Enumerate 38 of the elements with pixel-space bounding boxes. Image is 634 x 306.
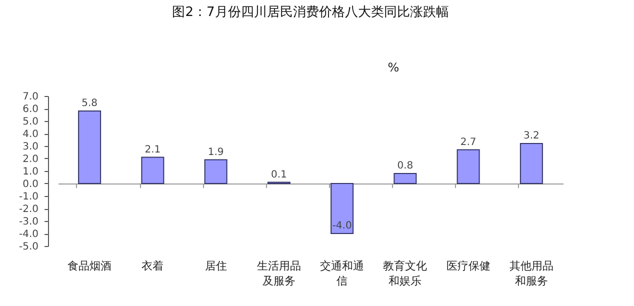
y-tick-label: 7.0 — [22, 92, 38, 102]
data-label: 2.7 — [460, 136, 476, 148]
x-tick-label: 居住 — [204, 260, 227, 272]
x-tick-label: 生活用品及服务 — [256, 260, 301, 288]
y-tick-label: 4.0 — [22, 129, 38, 140]
data-label: 1.9 — [208, 146, 224, 158]
x-tick-label: 医疗保健 — [446, 260, 490, 272]
bar — [330, 183, 354, 234]
chart-title: 图2：7月份四川居民消费价格八大类同比涨跌幅 — [172, 5, 449, 20]
bar — [78, 110, 102, 184]
y-tick-label: 1.0 — [22, 166, 38, 178]
x-tick-label: 食品烟酒 — [68, 260, 112, 272]
y-tick-label: -1.0 — [18, 192, 38, 202]
y-tick-label: -5.0 — [18, 242, 38, 252]
y-tick-label: 6.0 — [22, 104, 38, 115]
bar — [141, 156, 164, 184]
data-label: 2.1 — [144, 144, 161, 156]
y-axis-title: % — [388, 60, 400, 74]
data-label: 0.8 — [397, 160, 414, 172]
y-tick-label: 0.0 — [22, 179, 38, 190]
x-tick-label: 教育文化和娱乐 — [383, 260, 428, 288]
data-label: -4.0 — [332, 220, 352, 232]
bar — [204, 159, 228, 184]
y-tick-label: -2.0 — [18, 204, 38, 215]
y-tick-label: -3.0 — [18, 216, 38, 228]
y-tick-label: 3.0 — [22, 142, 38, 152]
y-tick-label: 2.0 — [22, 154, 38, 165]
bar — [394, 173, 417, 184]
x-tick-label: 衣着 — [142, 260, 164, 272]
data-label: 5.8 — [82, 98, 98, 109]
data-label: 3.2 — [523, 130, 540, 142]
data-label: 0.1 — [270, 169, 287, 180]
x-tick-label: 交通和通信 — [320, 260, 364, 288]
y-tick-label: 5.0 — [22, 116, 38, 128]
bar — [520, 143, 543, 184]
y-tick-label: -4.0 — [18, 229, 38, 240]
bar — [456, 149, 480, 184]
x-tick-label: 其他用品和服务 — [509, 260, 554, 288]
